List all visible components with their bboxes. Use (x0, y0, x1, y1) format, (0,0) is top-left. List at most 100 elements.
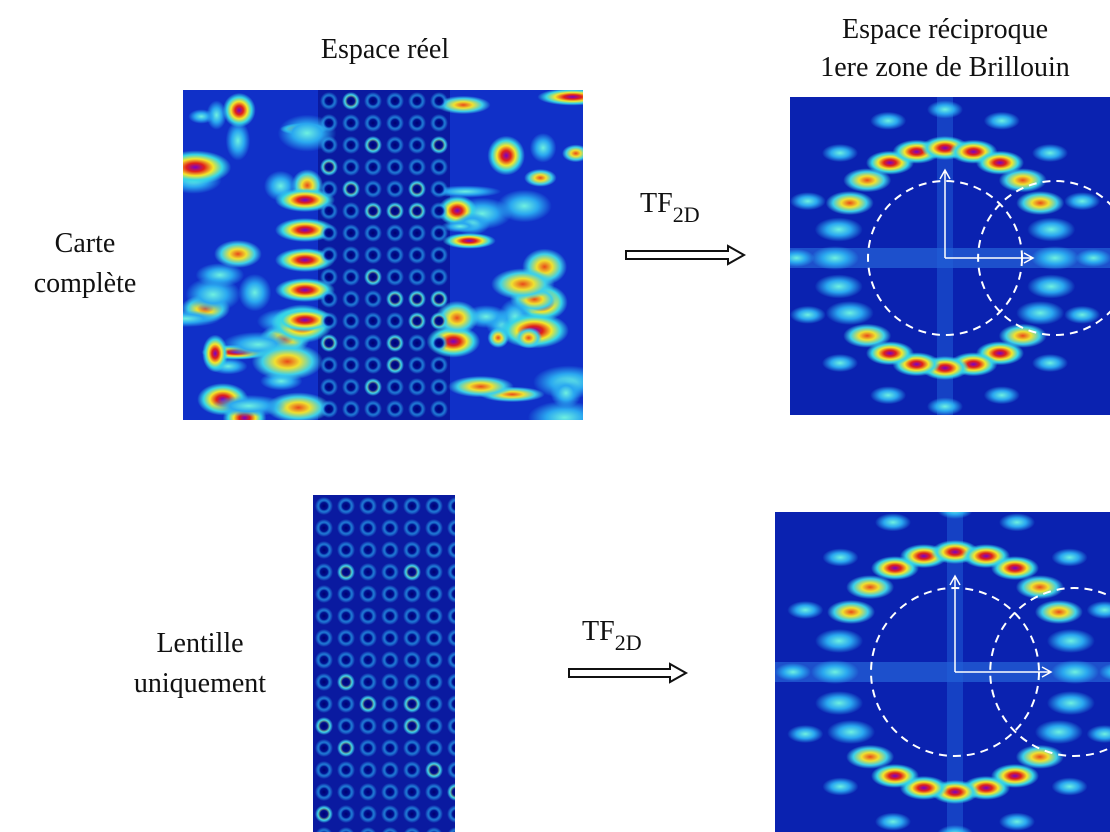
texture (411, 117, 423, 129)
texture (433, 359, 445, 371)
texture (275, 278, 335, 302)
texture (323, 139, 335, 151)
texture (450, 808, 455, 820)
texture (433, 227, 445, 239)
texture (362, 676, 374, 688)
arrow (625, 244, 747, 266)
texture (345, 249, 357, 261)
texture (450, 742, 455, 754)
texture (367, 139, 379, 151)
texture (775, 663, 811, 681)
texture (787, 724, 824, 743)
texture (323, 381, 335, 393)
texture (214, 240, 262, 268)
texture (846, 744, 895, 769)
texture (406, 566, 418, 578)
texture (384, 588, 396, 600)
texture (323, 315, 335, 327)
texture (875, 513, 912, 532)
texture (433, 249, 445, 261)
texture (441, 220, 479, 233)
texture (367, 315, 379, 327)
texture (411, 183, 423, 195)
texture (447, 673, 455, 691)
texture (976, 150, 1024, 175)
texture (389, 95, 401, 107)
texture (406, 720, 418, 732)
texture (345, 315, 357, 327)
texture (983, 386, 1020, 405)
texture (406, 654, 418, 666)
texture (362, 808, 374, 820)
texture (428, 588, 440, 600)
texture (433, 337, 445, 349)
texture (384, 544, 396, 556)
texture (340, 742, 352, 754)
texture (998, 812, 1035, 831)
texture (345, 271, 357, 283)
texture (389, 403, 401, 415)
texture (550, 378, 582, 409)
texture (433, 95, 445, 107)
texture (359, 827, 377, 832)
texture (491, 268, 555, 300)
texture (450, 654, 455, 666)
texture (927, 397, 963, 415)
texture (937, 512, 973, 519)
texture (1027, 274, 1076, 299)
texture (411, 249, 423, 261)
texture (318, 808, 330, 820)
texture (433, 315, 445, 327)
texture (428, 742, 440, 754)
texture (345, 161, 357, 173)
texture (362, 500, 374, 512)
texture (318, 742, 330, 754)
texture (381, 827, 399, 832)
texture (1034, 600, 1083, 624)
texture (318, 632, 330, 644)
texture (1015, 744, 1064, 769)
texture (515, 327, 543, 349)
texture (450, 720, 455, 732)
texture (450, 566, 455, 578)
texture (998, 323, 1047, 348)
texture (524, 168, 557, 187)
texture (843, 323, 892, 348)
texture (447, 805, 455, 823)
texture (323, 227, 335, 239)
texture (450, 610, 455, 622)
texture (362, 654, 374, 666)
texture (185, 277, 241, 312)
texture (450, 786, 455, 798)
texture (562, 144, 583, 163)
texture (202, 334, 229, 373)
texture (318, 588, 330, 600)
texture (1064, 192, 1101, 211)
texture (983, 111, 1020, 130)
texture (1016, 191, 1065, 215)
texture (406, 786, 418, 798)
texture (1099, 663, 1110, 681)
texture (447, 585, 455, 603)
texture (428, 522, 440, 534)
texture (318, 544, 330, 556)
texture (345, 205, 357, 217)
texture (428, 764, 440, 776)
texture (362, 764, 374, 776)
texture (318, 676, 330, 688)
texture (315, 827, 333, 832)
texture (389, 249, 401, 261)
texture (1086, 724, 1110, 743)
texture (238, 273, 272, 312)
texture (318, 698, 330, 710)
texture (389, 117, 401, 129)
row-label: complète (34, 268, 137, 299)
texture (406, 588, 418, 600)
texture (340, 808, 352, 820)
texture (362, 632, 374, 644)
texture (406, 808, 418, 820)
texture (937, 825, 973, 832)
texture (790, 249, 815, 267)
texture (1034, 720, 1083, 744)
